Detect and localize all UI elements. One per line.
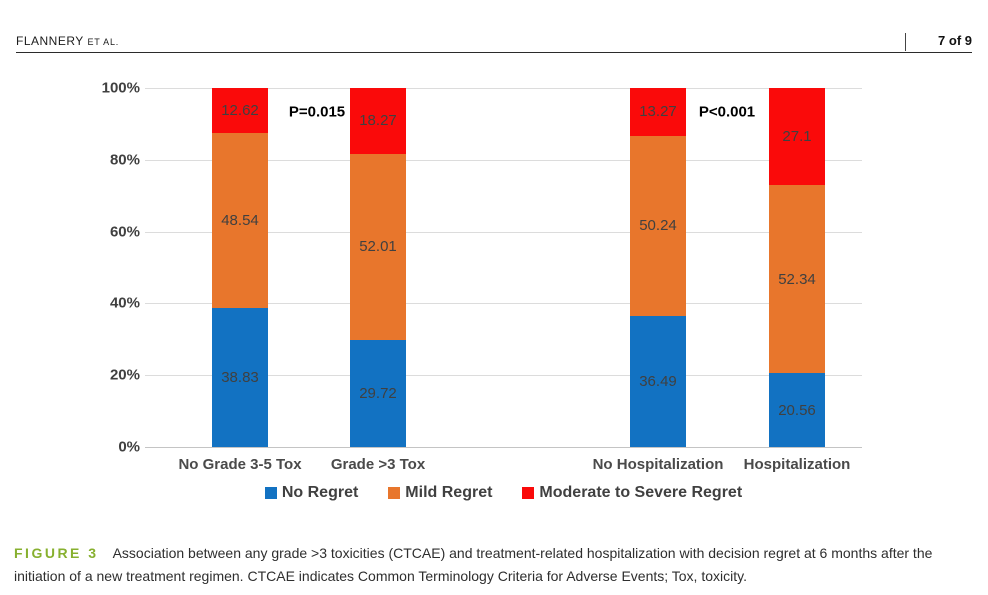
bar-segment: 36.49: [630, 316, 686, 447]
bar-segment-label: 13.27: [639, 103, 677, 121]
annotation-p-value: P=0.015: [288, 103, 346, 121]
chart-legend: No Regret Mild Regret Moderate to Severe R…: [145, 484, 862, 502]
y-axis-tick-label: 0%: [118, 438, 140, 456]
bar-segment: 20.56: [769, 373, 825, 447]
legend-swatch-icon: [522, 487, 535, 499]
x-axis-labels: No Grade 3-5 Tox Grade >3 Tox No Hospitali…: [145, 456, 862, 476]
header-rule: [16, 52, 972, 53]
bar-segment-label: 48.54: [221, 211, 259, 229]
bar-segment: 52.01: [350, 153, 406, 341]
legend-item: Moderate to Severe Regret: [522, 484, 742, 502]
page-number: 7 of 9: [938, 33, 972, 48]
bar: 29.72 52.01 18.27: [350, 88, 406, 447]
bar-segment: 18.27: [350, 88, 406, 154]
figure-caption-text: Association between any grade >3 toxicit…: [14, 545, 933, 584]
bar: 36.49 50.24 13.27: [630, 88, 686, 447]
y-axis-tick-label: 100%: [101, 79, 140, 97]
bar-segment-label: 50.24: [639, 217, 677, 235]
y-axis: 0% 20% 40% 60% 80% 100%: [90, 80, 140, 456]
x-axis-category-label: No Hospitalization: [592, 456, 724, 473]
bar-segment: 48.54: [212, 133, 268, 308]
bar-segment-label: 12.62: [221, 102, 259, 120]
figure-label: FIGURE 3: [14, 545, 99, 561]
bar-segment: 50.24: [630, 135, 686, 317]
gridline: [145, 159, 862, 161]
y-axis-tick-label: 80%: [109, 151, 140, 169]
bar: 38.83 48.54 12.62: [212, 88, 268, 447]
bar-segment-label: 52.01: [359, 238, 397, 256]
gridline: [145, 447, 862, 448]
legend-swatch-icon: [264, 487, 277, 499]
x-axis-category-label: Hospitalization: [743, 456, 851, 473]
y-axis-tick-label: 60%: [109, 223, 140, 241]
bar-segment: 12.62: [212, 88, 268, 134]
bar-segment-label: 20.56: [778, 401, 816, 419]
annotation-p-value: P<0.001: [698, 103, 756, 121]
bar-segment-label: 52.34: [778, 270, 816, 288]
bar-segment-label: 27.1: [782, 128, 812, 146]
bar-segment: 52.34: [769, 185, 825, 374]
legend-item: No Regret: [264, 484, 359, 502]
legend-item: Mild Regret: [388, 484, 492, 502]
legend-label: No Regret: [281, 484, 359, 501]
bar-segment-label: 38.83: [221, 368, 259, 386]
gridline: [145, 375, 862, 377]
running-author-suffix: ET AL.: [87, 37, 120, 47]
header-divider: [905, 33, 906, 51]
running-author-name: FLANNERY: [16, 34, 84, 48]
legend-label: Moderate to Severe Regret: [539, 484, 743, 501]
y-axis-tick-label: 20%: [109, 366, 140, 384]
gridline: [145, 231, 862, 233]
bar-segment: 38.83: [212, 307, 268, 447]
bar-segment: 27.1: [769, 88, 825, 186]
legend-label: Mild Regret: [405, 484, 493, 501]
bar: 20.56 52.34 27.1: [769, 88, 825, 447]
gridline: [145, 88, 862, 89]
bar-segment: 13.27: [630, 88, 686, 136]
x-axis-category-label: Grade >3 Tox: [330, 456, 426, 473]
bar-segment: 29.72: [350, 340, 406, 447]
running-author: FLANNERY ET AL.: [16, 34, 119, 48]
bar-segment-label: 18.27: [359, 112, 397, 130]
figure-caption: FIGURE 3 Association between any grade >3…: [14, 542, 976, 588]
gridline: [145, 303, 862, 305]
x-axis-category-label: No Grade 3-5 Tox: [178, 456, 302, 473]
bar-segment-label: 29.72: [359, 385, 397, 403]
y-axis-tick-label: 40%: [109, 294, 140, 312]
bar-segment-label: 36.49: [639, 373, 677, 390]
running-header: FLANNERY ET AL. 7 of 9: [16, 30, 972, 52]
plot-area: 38.83 48.54 12.62 29.72 52.01 18.27 36.49 50.24…: [145, 88, 862, 448]
legend-swatch-icon: [388, 487, 401, 499]
